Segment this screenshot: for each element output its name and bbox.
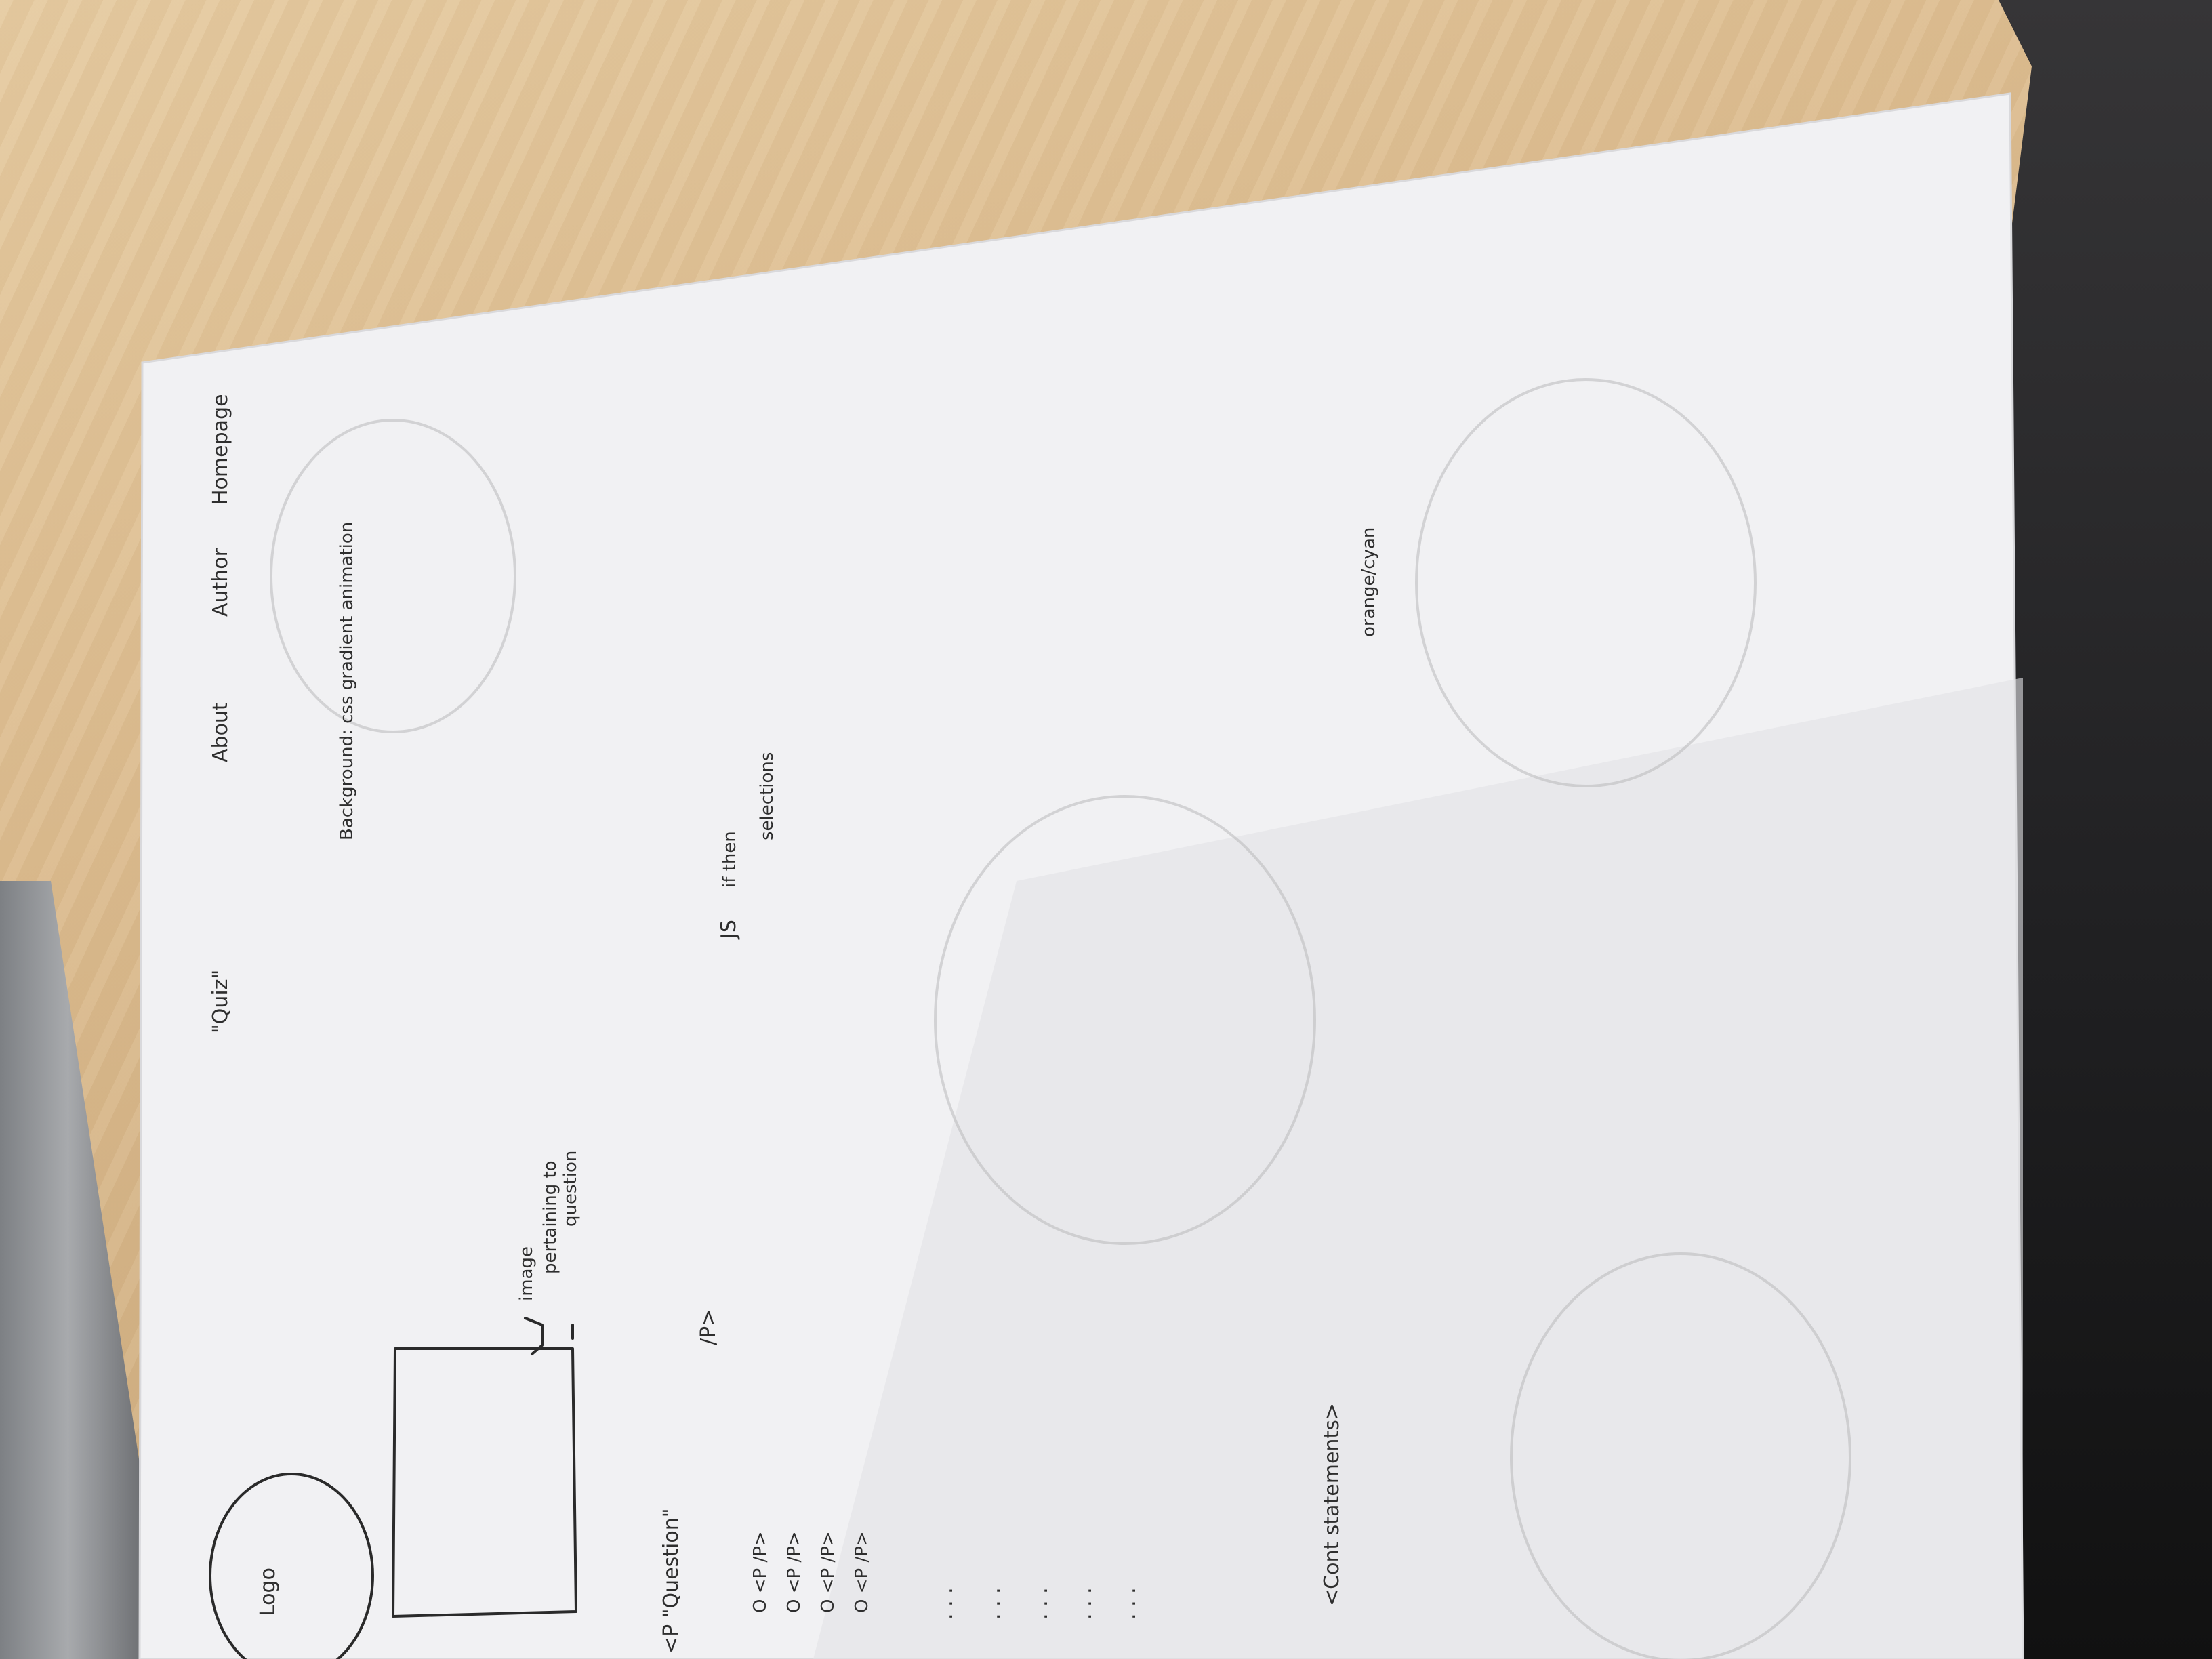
question-open: <P "Question" bbox=[659, 1508, 683, 1654]
image-placeholder-box bbox=[392, 1347, 577, 1618]
option-1: O <P /P> bbox=[750, 1531, 771, 1613]
ellipsis-2: . . . bbox=[981, 1587, 1005, 1620]
logo-label: Logo bbox=[256, 1568, 280, 1616]
image-pointer-line bbox=[524, 1317, 574, 1355]
js-note-line1: if then bbox=[720, 831, 740, 888]
nav-quiz: "Quiz" bbox=[209, 970, 232, 1033]
ellipsis-4: . . . bbox=[1073, 1587, 1097, 1620]
ellipsis-1: . . . bbox=[934, 1587, 958, 1620]
ghost-circle-3 bbox=[1510, 1252, 1851, 1659]
nav-homepage: Homepage bbox=[209, 394, 232, 505]
image-annotation-line3: question bbox=[560, 1151, 581, 1227]
js-note-line2: selections bbox=[757, 752, 777, 840]
js-label: JS bbox=[717, 920, 741, 940]
ghost-circle-4 bbox=[270, 419, 516, 733]
ellipsis-3: . . . bbox=[1029, 1587, 1052, 1620]
option-4: O <P /P> bbox=[852, 1531, 872, 1613]
image-annotation-line1: image bbox=[516, 1246, 537, 1301]
ellipsis-5: . . . bbox=[1117, 1587, 1141, 1620]
statements-label: <Cont statements> bbox=[1320, 1403, 1344, 1606]
logo-circle bbox=[209, 1473, 374, 1659]
ghost-circle-2 bbox=[1415, 378, 1757, 787]
image-annotation-line2: pertaining to bbox=[540, 1160, 560, 1274]
ghost-circle-1 bbox=[934, 795, 1316, 1245]
question-close: /P> bbox=[697, 1309, 720, 1345]
background-colors: orange/cyan bbox=[1359, 527, 1379, 637]
nav-about: About bbox=[209, 702, 232, 762]
paper-shade bbox=[813, 678, 2023, 1659]
option-2: O <P /P> bbox=[784, 1531, 804, 1613]
nav-author: Author bbox=[209, 548, 232, 617]
option-3: O <P /P> bbox=[818, 1531, 838, 1613]
background-note-line1: Background: css gradient animation bbox=[337, 522, 357, 840]
